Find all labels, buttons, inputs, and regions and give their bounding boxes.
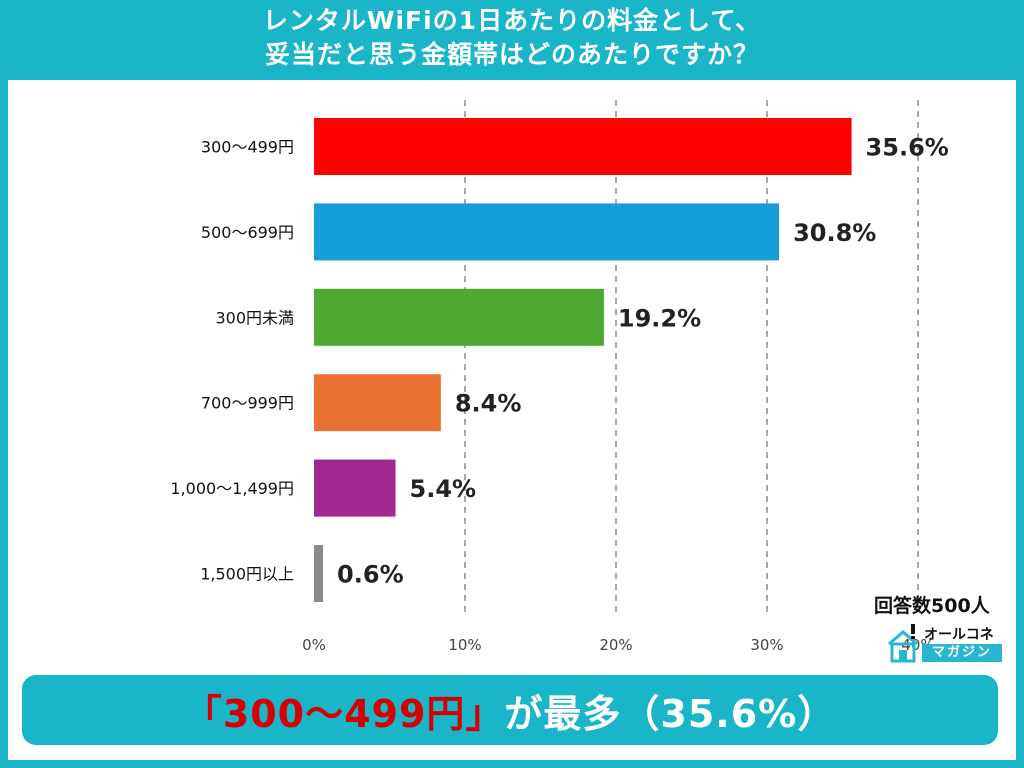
category-label: 300円未満 [215, 308, 294, 327]
bar [314, 288, 604, 346]
house-icon [888, 624, 918, 663]
x-tick-label: 10% [448, 636, 481, 654]
category-label: 700〜999円 [201, 394, 294, 413]
value-label: 5.4% [410, 475, 477, 503]
bar-chart: 0% 10% 20% 30% 40%300〜499円 35.6%500〜699円 30.8%… [170, 100, 949, 654]
site-logo: オールコネクト マガジン [886, 622, 1004, 666]
chart-panel: 0% 10% 20% 30% 40% 300〜499円 35.6% 500〜699円 30.8%… [8, 80, 1016, 760]
value-label: 8.4% [455, 390, 522, 418]
x-tick-label: 0% [302, 636, 326, 654]
title-line-1: レンタルWiFiの1日あたりの料金として、 [262, 6, 762, 35]
x-tick-label: 30% [750, 636, 783, 654]
value-label: 35.6% [866, 134, 949, 162]
value-label: 30.8% [793, 219, 876, 247]
value-label: 19.2% [618, 304, 701, 332]
bar [314, 374, 441, 432]
bar [314, 545, 324, 602]
category-label: 300〜499円 [201, 138, 294, 157]
logo-badge: マガジン [922, 644, 1002, 662]
bar [314, 459, 396, 517]
summary-highlight: 「300〜499円」 [183, 691, 505, 736]
summary-banner: 「300〜499円」 が最多（35.6%） [22, 675, 998, 745]
bar [314, 118, 852, 175]
category-label: 500〜699円 [201, 223, 294, 242]
respondent-count: 回答数500人 [874, 595, 990, 617]
category-label: 1,500円以上 [200, 565, 294, 584]
x-tick-label: 20% [599, 636, 632, 654]
bar [314, 203, 780, 261]
category-label: 1,000〜1,499円 [170, 479, 294, 498]
summary-rest: が最多（35.6%） [504, 691, 837, 736]
value-label: 0.6% [337, 561, 404, 589]
chart-title: レンタルWiFiの1日あたりの料金として、 妥当だと思う金額帯はどのあたりですか… [0, 4, 1024, 72]
title-line-2: 妥当だと思う金額帯はどのあたりですか？ [264, 40, 759, 69]
